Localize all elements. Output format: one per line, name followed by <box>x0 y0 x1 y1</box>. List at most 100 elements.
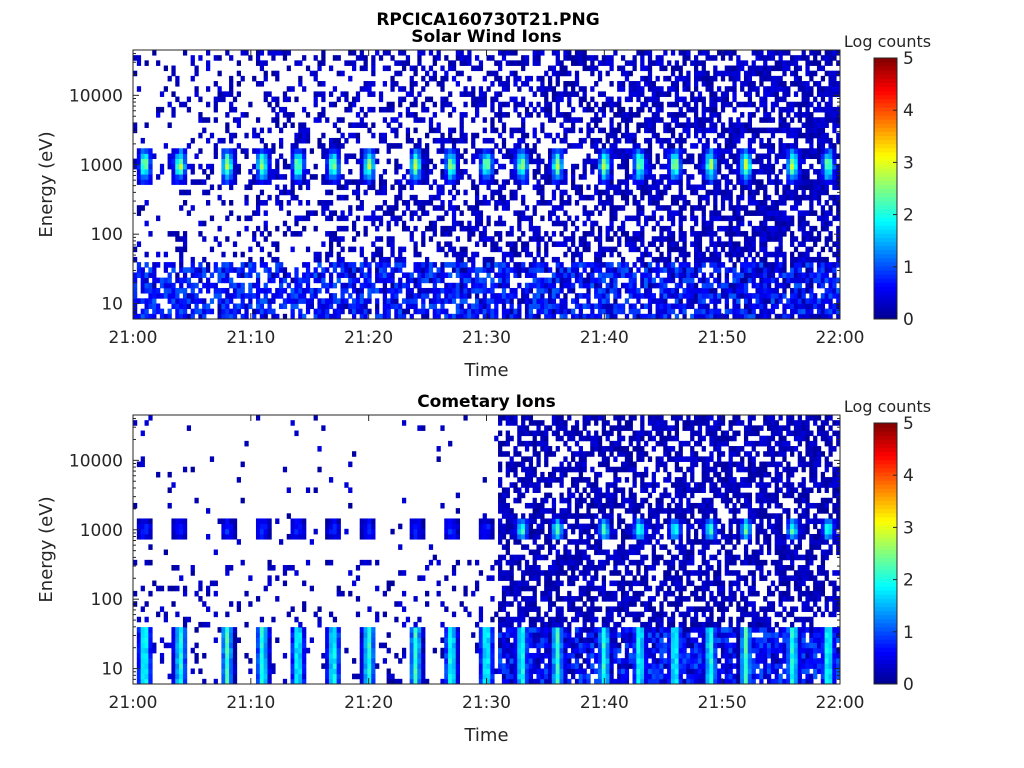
heatmap-cell <box>421 231 426 237</box>
heatmap-cell <box>432 137 437 144</box>
heatmap-cell <box>474 267 480 273</box>
heatmap-cell <box>728 179 733 185</box>
heatmap-cell <box>152 293 157 299</box>
heatmap-cell <box>644 277 649 284</box>
heatmap-cell <box>805 303 810 310</box>
heatmap-cell <box>724 313 729 320</box>
heatmap-cell <box>240 287 245 294</box>
heatmap-cell <box>790 174 795 180</box>
heatmap-cell <box>755 70 760 77</box>
heatmap-cell <box>474 272 480 279</box>
heatmap-cell <box>640 163 645 170</box>
heatmap-cell <box>536 60 541 66</box>
heatmap-cell <box>824 210 829 216</box>
heatmap-cell <box>286 86 291 92</box>
heatmap-cell <box>571 127 576 134</box>
heatmap-cell <box>809 163 814 170</box>
heatmap-cell <box>302 168 307 175</box>
heatmap-cell <box>828 267 833 273</box>
heatmap-cell <box>574 272 580 279</box>
heatmap-cell <box>682 231 687 237</box>
heatmap-cell <box>375 287 380 294</box>
heatmap-cell <box>294 220 299 227</box>
heatmap-cell <box>793 189 799 196</box>
heatmap-cell <box>298 231 303 237</box>
heatmap-cell <box>724 96 729 103</box>
heatmap-cell <box>482 168 487 175</box>
heatmap-cell <box>175 293 180 299</box>
heatmap-cell <box>229 200 234 206</box>
heatmap-cell <box>782 267 787 273</box>
heatmap-cell <box>271 174 276 180</box>
heatmap-cell <box>179 282 184 289</box>
heatmap-cell <box>524 55 530 61</box>
heatmap-cell <box>836 287 841 294</box>
heatmap-cell <box>678 246 683 253</box>
heatmap-cell <box>613 215 618 222</box>
heatmap-cell <box>797 184 802 191</box>
heatmap-cell <box>275 117 280 123</box>
heatmap-cell <box>816 179 822 185</box>
heatmap-cell <box>728 267 733 273</box>
heatmap-cell <box>321 267 326 273</box>
heatmap-cell <box>613 189 618 196</box>
heatmap-cell <box>640 122 645 128</box>
heatmap-cell <box>448 137 453 144</box>
heatmap-cell <box>720 246 726 253</box>
heatmap-cell <box>536 200 541 206</box>
heatmap-cell <box>636 293 641 299</box>
heatmap-cell <box>136 158 142 165</box>
heatmap-cell <box>340 215 345 222</box>
heatmap-cell <box>832 184 837 191</box>
heatmap-cell <box>290 153 295 160</box>
heatmap-cell <box>594 293 599 299</box>
heatmap-cell <box>417 179 422 185</box>
heatmap-cell <box>336 308 341 315</box>
heatmap-cell <box>225 174 230 180</box>
heatmap-cell <box>797 215 802 222</box>
heatmap-cell <box>302 153 307 160</box>
heatmap-cell <box>759 308 764 315</box>
heatmap-cell <box>486 262 491 268</box>
heatmap-cell <box>340 117 345 123</box>
heatmap-cell <box>275 262 280 268</box>
heatmap-cell <box>471 184 476 191</box>
heatmap-cell <box>755 298 760 304</box>
heatmap-cell <box>582 96 587 103</box>
heatmap-cell <box>793 308 799 315</box>
heatmap-cell <box>816 236 822 242</box>
heatmap-cell <box>328 148 334 154</box>
heatmap-cell <box>609 282 614 289</box>
heatmap-cell <box>259 163 265 170</box>
heatmap-cell <box>390 127 395 134</box>
heatmap-cell <box>248 282 253 289</box>
heatmap-cell <box>824 313 829 320</box>
heatmap-cell <box>720 101 726 108</box>
heatmap-cell <box>782 60 787 66</box>
heatmap-cell <box>582 174 587 180</box>
heatmap-cell <box>724 231 729 237</box>
heatmap-cell <box>521 117 526 123</box>
heatmap-cell <box>836 184 841 191</box>
heatmap-cell <box>632 277 637 284</box>
heatmap-cell <box>471 267 476 273</box>
heatmap-cell <box>809 210 814 216</box>
heatmap-cell <box>186 267 192 273</box>
heatmap-cell <box>597 200 603 206</box>
heatmap-cell <box>152 153 157 160</box>
heatmap-cell <box>555 174 560 180</box>
heatmap-cell <box>693 205 699 211</box>
heatmap-cell <box>313 70 318 77</box>
heatmap-cell <box>359 246 364 253</box>
heatmap-cell <box>536 262 541 268</box>
heatmap-cell <box>432 205 437 211</box>
heatmap-cell <box>617 122 622 128</box>
heatmap-cell <box>605 168 610 175</box>
heatmap-cell <box>321 55 326 61</box>
heatmap-cell <box>728 256 733 263</box>
heatmap-cell <box>813 168 818 175</box>
heatmap-cell <box>417 60 422 66</box>
heatmap-cell <box>198 267 203 273</box>
heatmap-cell <box>809 225 814 232</box>
heatmap-cell <box>194 267 199 273</box>
